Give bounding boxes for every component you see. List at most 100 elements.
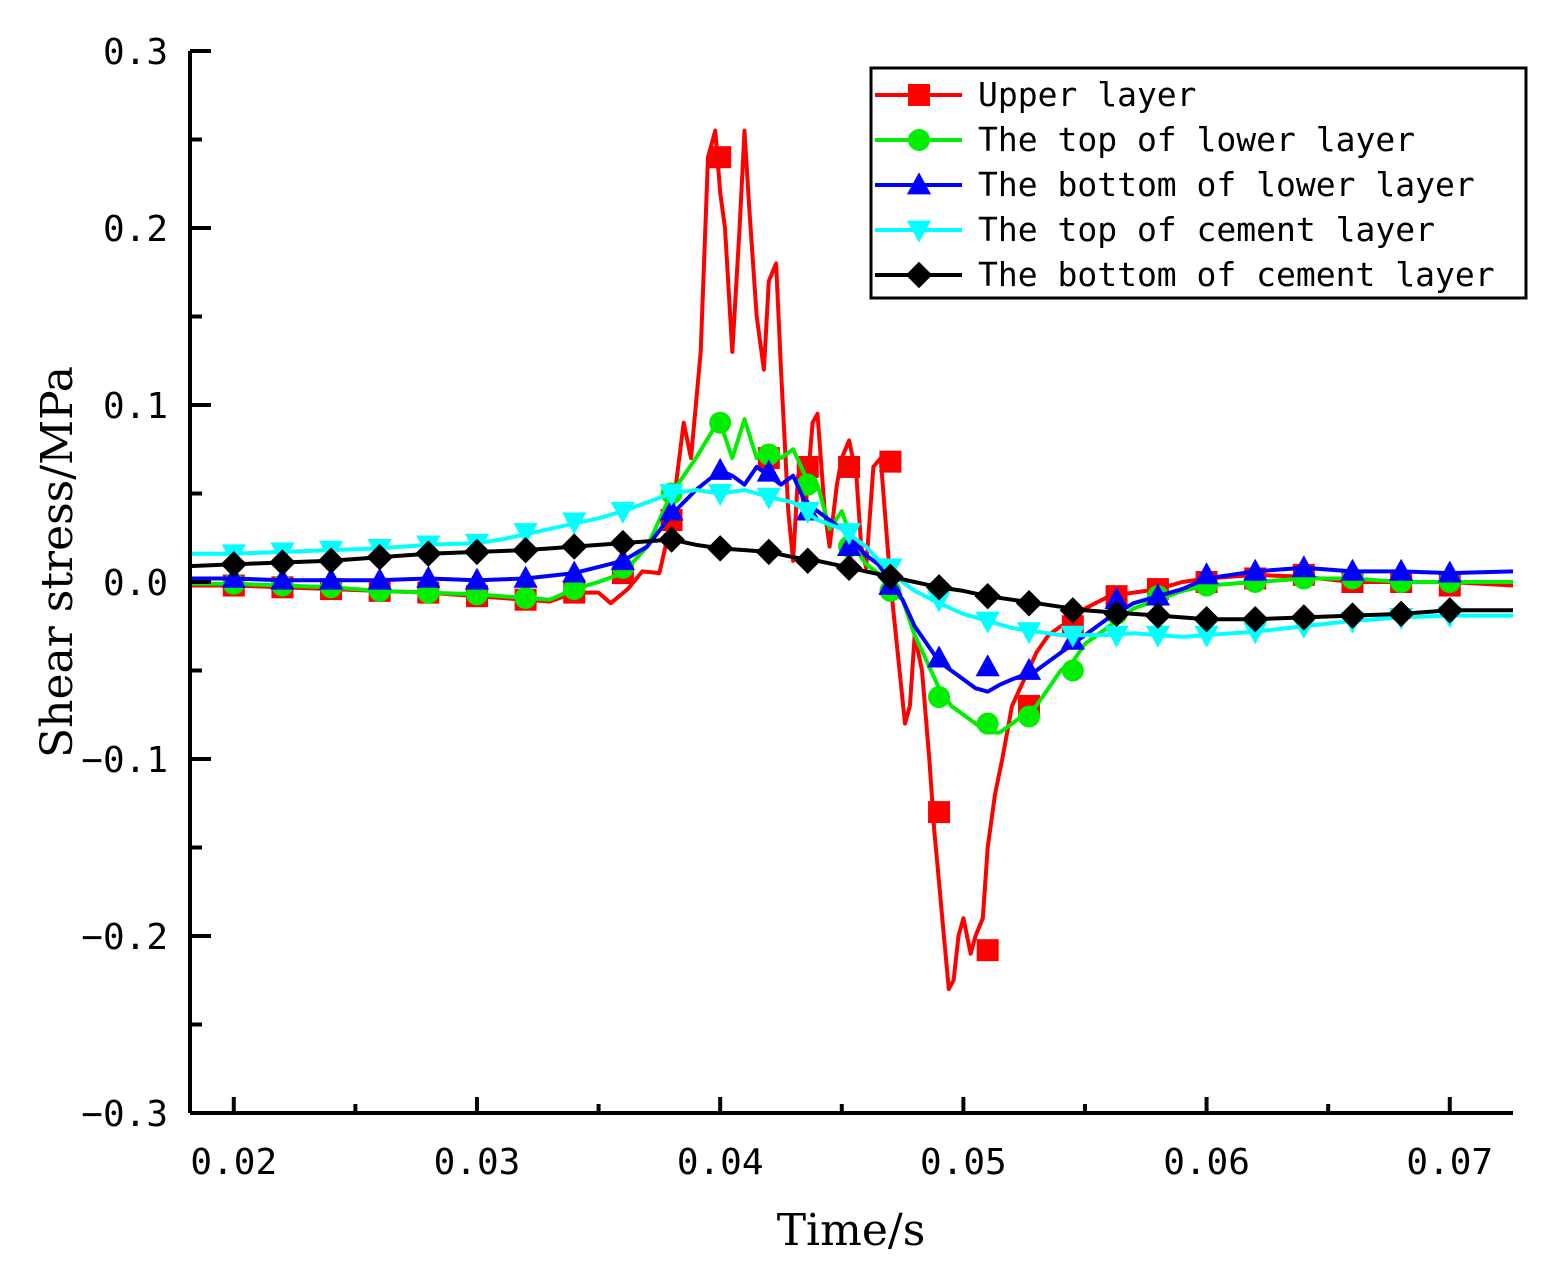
y-tick-label: 0.3 xyxy=(103,32,168,73)
series-5-marker xyxy=(794,547,821,574)
series-3-marker xyxy=(1389,558,1414,581)
series-4-marker xyxy=(1145,625,1171,648)
x-tick-label: 0.04 xyxy=(677,1142,764,1183)
series-3-marker xyxy=(416,565,441,588)
series-3-marker xyxy=(270,567,295,590)
series-4-marker xyxy=(756,487,781,510)
y-tick-label: 0.1 xyxy=(103,386,168,427)
series-5-marker xyxy=(877,563,904,590)
series-2-marker xyxy=(514,586,537,609)
series-3-marker xyxy=(318,567,344,590)
series-3-marker xyxy=(610,548,635,571)
series-3 xyxy=(190,457,1514,694)
series-4-marker xyxy=(562,512,587,535)
series-4-marker xyxy=(795,501,820,524)
series-5-marker xyxy=(220,551,247,578)
series-3-marker xyxy=(1340,558,1365,581)
series-5 xyxy=(189,526,1513,633)
series-2-marker xyxy=(928,686,951,709)
x-tick-label: 0.06 xyxy=(1163,1142,1250,1183)
legend-swatch-marker xyxy=(906,172,932,195)
series-5-marker xyxy=(366,544,393,571)
legend-item-1: Upper layer xyxy=(875,75,1197,114)
series-5-marker xyxy=(561,533,588,560)
legend-item-3: The bottom of lower layer xyxy=(875,165,1475,204)
series-5-marker xyxy=(415,540,442,567)
series-3-marker xyxy=(1016,657,1042,680)
x-tick-label: 0.02 xyxy=(190,1142,277,1183)
series-4-marker xyxy=(1243,622,1268,645)
series-1-marker xyxy=(976,939,999,962)
legend-label: The bottom of lower layer xyxy=(978,165,1475,204)
legend-label: The bottom of cement layer xyxy=(978,255,1495,294)
x-tick-label: 0.07 xyxy=(1406,1142,1493,1183)
series-3-marker xyxy=(708,457,733,480)
legend: Upper layer The top of lower layer The bot… xyxy=(869,66,1528,300)
series-5-marker xyxy=(1193,605,1220,633)
y-tick-label: 0.2 xyxy=(103,209,168,250)
legend-box xyxy=(869,66,1528,300)
legend-swatch-marker xyxy=(906,220,932,243)
series-4-marker xyxy=(659,484,684,507)
series-2-marker xyxy=(563,578,586,601)
legend-item-2: The top of lower layer xyxy=(875,120,1415,159)
y-axis-title: Shear stress/MPa xyxy=(32,366,83,758)
series-5-marker xyxy=(1059,597,1087,624)
series-5-marker xyxy=(1103,600,1130,628)
legend-item-4: The top of cement layer xyxy=(875,210,1435,249)
series-4-marker xyxy=(975,611,1000,634)
series-4-marker xyxy=(926,590,952,613)
x-tick-label: 0.05 xyxy=(920,1142,1007,1183)
series-2-marker xyxy=(1061,659,1084,682)
series-5-marker xyxy=(974,582,1001,610)
series-3-marker xyxy=(659,498,684,521)
series-1-marker xyxy=(928,801,951,824)
series-4-marker xyxy=(1016,622,1042,645)
series-5-marker xyxy=(512,536,539,564)
series-3-marker xyxy=(464,567,490,590)
series-4-marker xyxy=(836,523,862,546)
series-5-marker xyxy=(1387,600,1415,628)
series-3-marker xyxy=(1291,555,1316,578)
series-5-marker xyxy=(609,529,637,557)
series-3-marker xyxy=(367,567,392,590)
series-4-marker xyxy=(513,523,538,546)
series-5-marker xyxy=(463,538,491,566)
series-3-marker xyxy=(513,565,538,588)
legend-label: Upper layer xyxy=(978,75,1197,114)
x-tick-label: 0.03 xyxy=(434,1142,521,1183)
series-layer xyxy=(189,128,1514,992)
tick-layer: 0.02 0.03 0.04 0.05 0.06 0.07 0.3 0.2 0.1 0.0 −0.1… xyxy=(81,32,1493,1183)
series-2-marker xyxy=(976,712,999,735)
series-1-marker xyxy=(838,455,861,478)
series-5-marker xyxy=(1144,602,1172,629)
series-5-marker xyxy=(317,547,345,574)
series-3-marker xyxy=(756,459,781,482)
series-5-marker xyxy=(1339,602,1366,629)
series-5-marker xyxy=(1242,605,1269,633)
series-5-marker xyxy=(925,574,953,601)
series-5-marker xyxy=(1436,597,1463,624)
series-3-marker xyxy=(562,560,587,583)
legend-swatch-marker xyxy=(908,129,930,151)
legend-swatch-marker xyxy=(905,261,933,289)
series-5-marker xyxy=(835,554,863,582)
series-4-marker xyxy=(1060,625,1085,648)
legend-item-5: The bottom of cement layer xyxy=(875,255,1495,294)
series-4-marker xyxy=(1104,625,1129,648)
legend-label: The top of lower layer xyxy=(978,120,1415,159)
series-5-marker xyxy=(706,535,734,562)
series-4-marker xyxy=(708,484,733,507)
legend-swatch-marker xyxy=(908,84,930,106)
y-tick-label: −0.2 xyxy=(81,917,168,958)
series-3-marker xyxy=(1145,583,1171,606)
series-3-marker xyxy=(1194,562,1219,585)
series-5-marker xyxy=(755,538,783,566)
series-2-marker xyxy=(757,443,780,466)
series-1-marker xyxy=(709,146,732,169)
series-2-marker xyxy=(1018,705,1041,728)
series-2-marker xyxy=(796,473,819,496)
series-5-marker xyxy=(658,526,685,553)
series-3-marker xyxy=(1104,587,1129,610)
